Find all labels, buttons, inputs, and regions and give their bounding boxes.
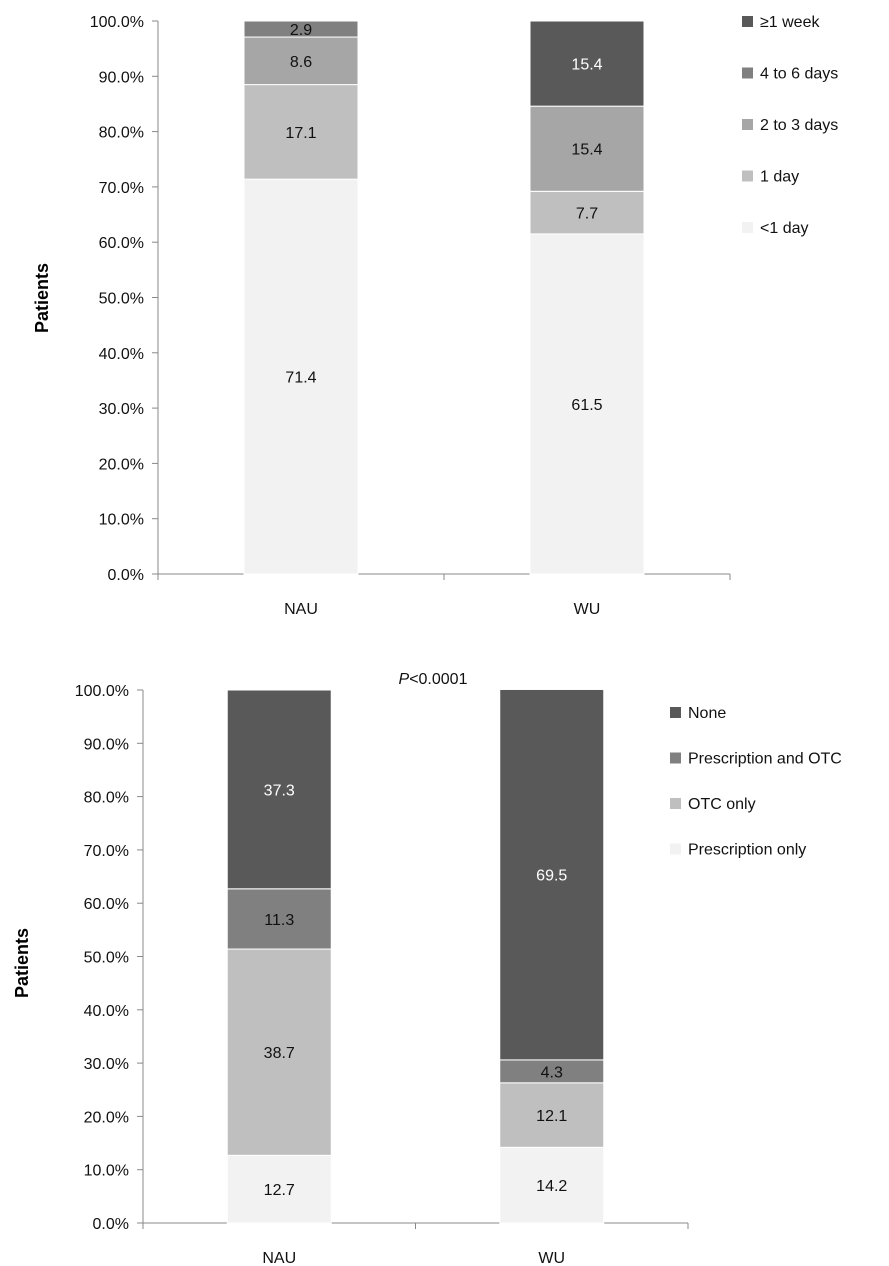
legend-entry: <1 day [760,220,808,237]
legend-swatch [742,16,753,27]
legend-swatch [670,798,681,809]
bar-data-label: 2.9 [290,22,312,39]
y-tick-label: 50.0% [99,291,144,308]
y-tick-label: 0.0% [93,1216,129,1233]
bar-segment-wu-0 [529,233,645,575]
y-tick-label: 40.0% [99,346,144,363]
bar-segment-nau-0 [243,178,359,575]
y-tick-label: 60.0% [99,235,144,252]
legend-swatch [670,752,681,764]
y-tick-label: 80.0% [99,125,144,142]
y-tick-label: 30.0% [99,401,144,418]
bar-data-label: 17.1 [285,125,316,142]
y-tick-label: 70.0% [99,180,144,197]
bar-segment-nau-2 [243,36,359,86]
legend-entry: 4 to 6 days [760,66,838,83]
legend-swatch [670,843,681,855]
y-tick-label: 40.0% [84,1003,129,1020]
chart1-y-axis-label: Patients [32,263,52,333]
bar-segment-nau-2 [226,888,332,950]
bar-data-label: 4.3 [541,1064,563,1081]
p-value-annotation: P<0.0001 [399,671,468,688]
legend-swatch [742,222,753,233]
bar-data-label: 12.1 [536,1108,567,1125]
y-tick-label: 10.0% [84,1163,129,1180]
y-tick-label: 0.0% [108,567,144,584]
bar-segment-wu-1 [529,190,645,235]
bar-data-label: 61.5 [571,397,602,414]
y-tick-label: 90.0% [99,69,144,86]
bar-data-label: 37.3 [264,782,295,799]
legend-entry: None [688,705,726,722]
legend-entry: ≥1 week [760,14,820,31]
bar-segment-wu-1 [499,1082,605,1148]
x-category-label: WU [574,601,601,618]
bar-data-label: 7.7 [576,206,598,223]
legend-swatch [670,707,681,718]
bar-data-label: 15.4 [571,142,602,159]
bar-data-label: 15.4 [571,57,602,74]
y-tick-label: 30.0% [84,1056,129,1073]
y-tick-label: 20.0% [84,1109,129,1126]
bar-segment-wu-0 [499,1146,605,1224]
legend-entry: 2 to 3 days [760,117,838,134]
bar-segment-nau-3 [226,689,332,890]
legend-entry: Prescription and OTC [688,751,842,768]
medication-chart: Patients P<0.0001 0.0% 10.0% 20.0% 30.0% 40.… [12,671,842,1266]
y-tick-label: 100.0% [90,14,144,31]
bar-data-label: 12.7 [264,1182,295,1199]
legend-swatch [742,119,753,130]
x-category-label: NAU [284,601,318,618]
y-tick-label: 50.0% [84,950,129,967]
legend-entry: OTC only [688,796,756,813]
legend-entry: Prescription only [688,842,806,859]
bar-segment-nau-3 [243,20,359,38]
bar-data-label: 38.7 [264,1045,295,1062]
bar-data-label: 14.2 [536,1178,567,1195]
y-tick-label: 80.0% [84,790,129,807]
bar-segment-nau-1 [226,948,332,1156]
legend-swatch [742,67,753,79]
bar-segment-wu-4 [529,20,645,107]
x-category-label: WU [538,1250,565,1266]
legend-entry: 1 day [760,169,799,186]
y-tick-label: 100.0% [75,683,129,700]
legend-swatch [742,170,753,182]
y-tick-label: 70.0% [84,843,129,860]
bar-data-label: 8.6 [290,54,312,71]
y-tick-label: 60.0% [84,896,129,913]
duration-chart: Patients 0.0% 10.0% 20.0% 30.0% 40.0% 50.0% 60… [32,14,838,618]
bar-segment-nau-1 [243,84,359,180]
y-tick-label: 90.0% [84,736,129,753]
bar-data-label: 11.3 [264,912,294,929]
y-tick-label: 20.0% [99,456,144,473]
bar-data-label: 71.4 [285,370,316,387]
bar-segment-wu-3 [499,688,605,1061]
bar-data-label: 69.5 [536,868,567,885]
bar-segment-wu-2 [529,105,645,192]
y-tick-label: 10.0% [99,512,144,529]
bar-segment-nau-0 [226,1154,332,1224]
x-category-label: NAU [262,1250,296,1266]
chart2-y-axis-label: Patients [12,928,32,998]
